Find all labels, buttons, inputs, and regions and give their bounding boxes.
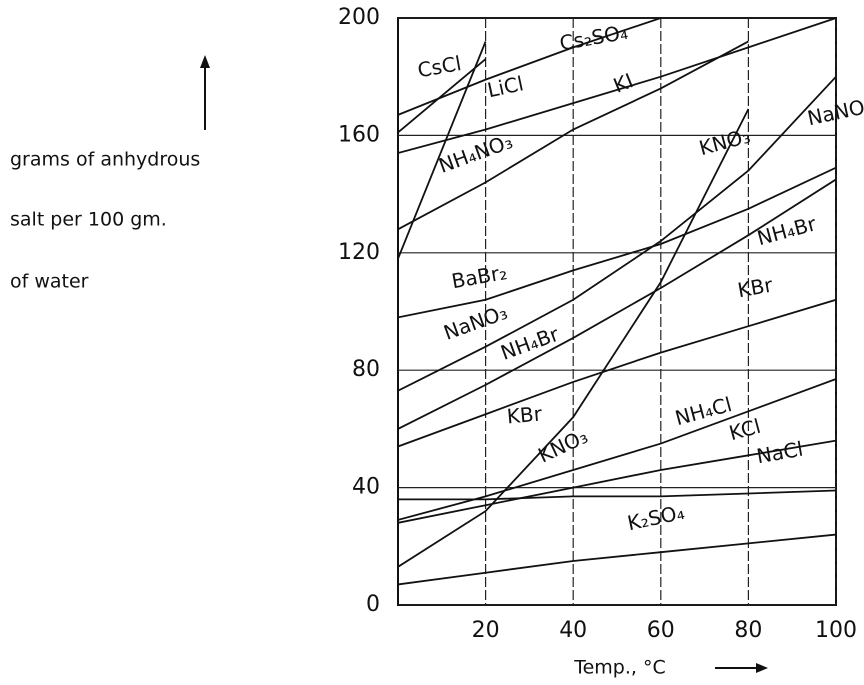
curve	[398, 18, 836, 154]
curve-label: KI	[610, 68, 637, 97]
y-tick-label: 120	[338, 240, 380, 265]
curve	[398, 166, 836, 319]
curve-label: CsCl	[416, 51, 463, 82]
curve-label: K₂SO₄	[625, 500, 686, 535]
curve-label: BaBr₂	[450, 260, 509, 293]
curve	[398, 40, 749, 231]
y-axis-label: grams of anhydrous	[10, 149, 200, 171]
curve	[398, 533, 836, 586]
curve	[398, 489, 836, 501]
curve-label: KNO₃	[534, 424, 591, 468]
y-axis-label: of water	[10, 271, 89, 293]
curve	[398, 298, 836, 448]
curve-label: NaCl	[755, 437, 805, 469]
curve-label: NaNO₃	[805, 93, 864, 130]
curve-label: NH₄Br	[497, 322, 562, 365]
curve	[398, 378, 836, 521]
x-tick-label: 100	[815, 618, 857, 643]
x-tick-label: 40	[559, 618, 587, 643]
curve	[398, 108, 750, 568]
plot-frame	[397, 17, 837, 606]
x-tick-label: 60	[647, 618, 675, 643]
curve-label: NH₄Br	[755, 211, 820, 250]
curve	[398, 41, 487, 260]
y-tick-label: 200	[338, 5, 380, 30]
x-axis-label: Temp., °C	[573, 657, 666, 679]
curve-label: KCl	[727, 414, 764, 445]
curve-label: NH₄Cl	[673, 392, 735, 430]
curve	[398, 18, 662, 116]
y-axis-label: salt per 100 gm.	[10, 209, 167, 231]
y-arrow-head	[200, 55, 210, 68]
y-tick-label: 160	[338, 122, 380, 147]
curves	[398, 18, 836, 586]
curve	[398, 58, 487, 134]
curve	[398, 178, 836, 430]
curve	[398, 76, 836, 392]
curve-label: LiCl	[485, 71, 525, 102]
x-arrow-head	[756, 663, 768, 673]
x-tick-label: 20	[472, 618, 500, 643]
y-tick-label: 0	[366, 592, 380, 617]
y-tick-label: 40	[352, 475, 380, 500]
y-tick-label: 80	[352, 357, 380, 382]
curve	[398, 439, 836, 524]
curve-label: KBr	[736, 272, 775, 302]
curve-label: KBr	[506, 401, 544, 428]
x-tick-label: 80	[734, 618, 762, 643]
curve-label: Cs₂SO₄	[558, 20, 630, 56]
